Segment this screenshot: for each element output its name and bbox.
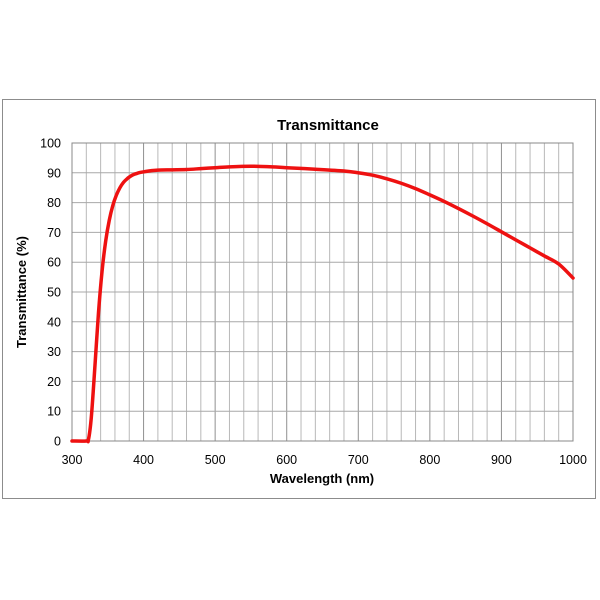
x-tick-label: 500 <box>205 453 226 467</box>
y-tick-label: 0 <box>54 435 61 449</box>
x-axis-label: Wavelength (nm) <box>270 471 374 486</box>
y-axis-label: Transmittance (%) <box>14 236 29 348</box>
series-line-transmittance <box>70 164 575 444</box>
x-tick-label: 900 <box>491 453 512 467</box>
y-tick-label: 90 <box>47 166 61 180</box>
chart-title: Transmittance <box>277 117 379 134</box>
x-tick-label: 400 <box>133 453 154 467</box>
y-tick-label: 100 <box>40 137 61 151</box>
grid <box>72 143 573 441</box>
x-tick-label: 800 <box>419 453 440 467</box>
x-tick-label: 300 <box>62 453 83 467</box>
y-tick-label: 40 <box>47 315 61 329</box>
x-tick-label: 1000 <box>559 453 587 467</box>
y-tick-label: 30 <box>47 345 61 359</box>
y-tick-label: 80 <box>47 196 61 210</box>
tick-labels: 300 400 500 600 700 800 900 1000 0 10 20 30 40 50 60 70… <box>40 137 587 468</box>
y-tick-label: 60 <box>47 256 61 270</box>
y-tick-label: 20 <box>47 375 61 389</box>
x-tick-label: 600 <box>276 453 297 467</box>
plot-area <box>71 142 574 442</box>
y-tick-label: 50 <box>47 286 61 300</box>
y-tick-label: 10 <box>47 405 61 419</box>
x-tick-label: 700 <box>348 453 369 467</box>
y-tick-label: 70 <box>47 226 61 240</box>
